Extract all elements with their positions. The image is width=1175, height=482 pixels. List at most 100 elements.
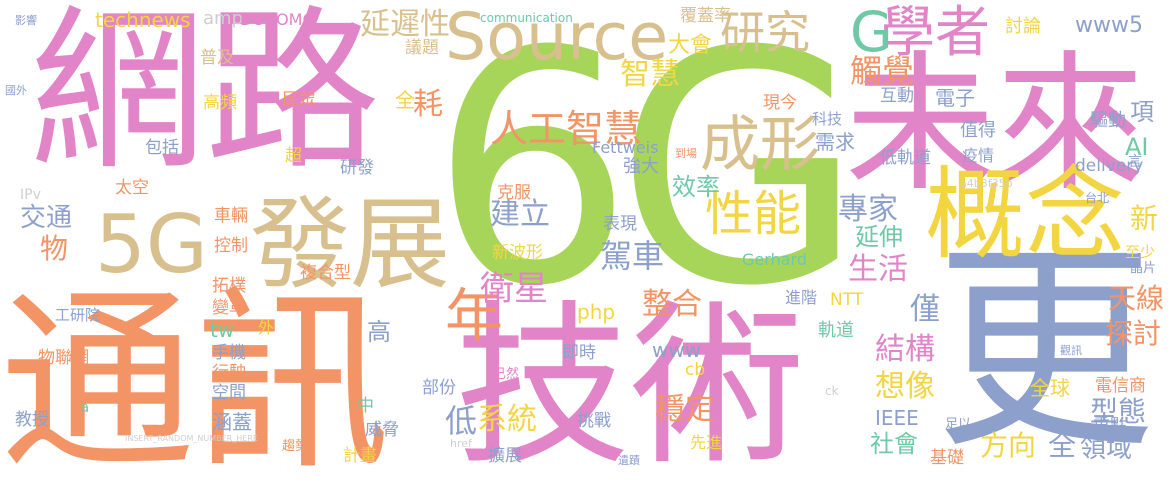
word-gerhard: Gerhard (742, 250, 807, 269)
word-performance: 性能 (705, 186, 802, 242)
word-more: 更 (935, 222, 1156, 478)
word-new: 新 (1130, 202, 1159, 235)
word-high: 高 (367, 318, 391, 346)
word-system: 系統 (477, 402, 537, 437)
word-6g: 6G (430, 0, 864, 356)
word-chip: 晶片 (1130, 261, 1157, 276)
word-direction: 方向 (980, 429, 1037, 462)
word-tw: tw (210, 318, 235, 342)
word-antenna: 天線 (1108, 282, 1165, 315)
word-latency: 延遲性 (360, 7, 450, 42)
word-transport: 交通 (20, 203, 73, 233)
word-abroad: 國外 (5, 84, 27, 97)
word-vehicle: 車輛 (214, 206, 248, 226)
word-www5: www5 (1075, 13, 1143, 38)
word-ipv: IPv (20, 187, 41, 203)
word-outside: 外 (258, 318, 275, 337)
word-structure: 結構 (875, 332, 935, 367)
word-all: 全 (1048, 429, 1077, 462)
word-href: href (450, 437, 472, 450)
word-research: 研究 (720, 6, 811, 59)
word-year: 年 (435, 285, 503, 343)
word-integrate: 整合 (642, 287, 702, 322)
word-change: 變革 (212, 298, 246, 318)
word-expand: 擴展 (488, 446, 522, 466)
word-advance: 進階 (785, 288, 818, 307)
word-scholar: 學者 (880, 0, 991, 64)
word-worth: 值得 (960, 120, 996, 141)
word-driving: 行駛 (212, 363, 246, 383)
word-least: 至少 (1125, 243, 1156, 261)
word-docomo: DOCOMO (240, 10, 316, 29)
word-public: 民眾 (282, 90, 316, 110)
word-topic: 議題 (405, 38, 439, 58)
word-delivery: delivery (1075, 156, 1144, 176)
word-include: 包括 (145, 138, 179, 158)
word-say: 言 (1128, 154, 1142, 170)
word-arrive: 到場 (675, 147, 697, 160)
word-topology: 拓樸 (212, 276, 246, 296)
word-type: 型態 (1090, 395, 1147, 428)
word-amp: amp (203, 8, 243, 29)
word-iot: 物聯網 (38, 348, 89, 368)
word-realtime: 即時 (562, 343, 596, 363)
word-coverage: 覆蓋率 (680, 6, 731, 26)
word-source: Source (445, 0, 669, 75)
word-low-orbit: 低軌道 (880, 148, 931, 168)
word-explore: 探討 (1105, 317, 1162, 350)
word-space: 空間 (212, 383, 246, 403)
word-low: 低 (445, 402, 478, 440)
word-science: 科技 (812, 110, 843, 128)
word-establish: 建立 (490, 197, 550, 232)
word-life: 生活 (848, 252, 908, 287)
word-ntt: NTT (830, 290, 864, 310)
word-itri: 工研院 (55, 306, 101, 324)
word-item: 項 (1130, 98, 1154, 126)
word-electronic: 電子 (935, 86, 975, 110)
word-concept: 概念 (925, 156, 1125, 273)
word-composite: 複合型 (300, 263, 351, 283)
word-global: 全球 (1030, 376, 1070, 400)
word-demand: 需求 (815, 130, 855, 154)
word-telco: 電信商 (1095, 376, 1146, 396)
word-communication: 通訊 (0, 269, 390, 482)
word-ieee: IEEE (875, 406, 919, 430)
word-ai-cn: 人工智慧 (490, 107, 643, 151)
word-efficiency: 效率 (672, 173, 720, 201)
word-key: 重點 (1093, 416, 1127, 436)
word-only: 僅 (910, 292, 940, 327)
word-already: 已然 (493, 367, 520, 382)
word-challenge: 挑戰 (577, 411, 611, 431)
word-smart: 智慧 (620, 57, 680, 92)
word-advanced: 先進 (690, 433, 723, 452)
word-perform: 表現 (603, 214, 637, 234)
word-all-small: 全 (395, 88, 415, 112)
word-plan: 計畫 (343, 446, 377, 466)
word-view: 觀訊 (1060, 344, 1082, 357)
word-outer-space: 太空 (115, 178, 149, 198)
word-g: G (850, 0, 893, 64)
word-satellite: 衛星 (480, 269, 548, 309)
word-trend: 趨勢 (282, 439, 309, 454)
word-expert: 專家 (838, 192, 898, 227)
word-5g: 5G (95, 198, 208, 291)
word-interact: 互動 (880, 86, 914, 106)
word-thing: 物 (40, 232, 69, 265)
word-taipei: 台北 (1085, 191, 1110, 205)
word-phone: 手機 (212, 343, 246, 363)
word-imagine: 想像 (875, 369, 935, 404)
word-formed: 成形 (700, 110, 820, 180)
word-stable: 穩定 (655, 392, 715, 427)
word-high-freq: 高頻 (203, 93, 237, 113)
word-network: 網路 (30, 0, 380, 194)
word-new-wave: 新波形 (492, 243, 543, 263)
word-conference: 大會 (668, 33, 713, 58)
word-impact: 影響 (15, 14, 37, 27)
word-extend: 延伸 (855, 223, 903, 251)
word-spread: 普及 (200, 48, 234, 68)
word-technology: 技術 (455, 286, 805, 482)
word-consume: 耗 (413, 87, 443, 122)
word-field: 領域 (1080, 434, 1133, 464)
word-drive: 駕車 (600, 237, 665, 275)
